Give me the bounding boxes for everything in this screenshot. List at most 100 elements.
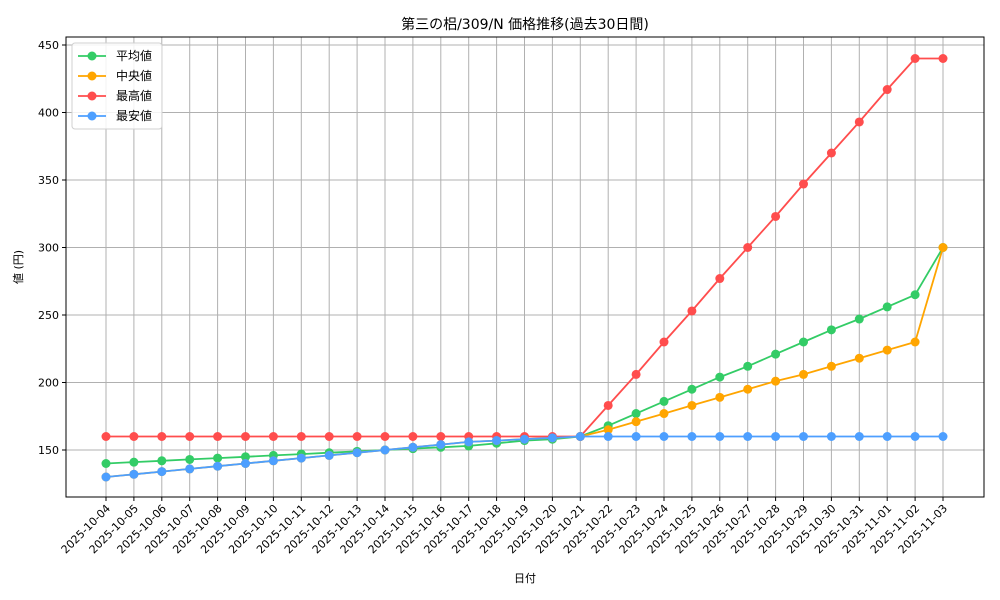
data-point	[799, 179, 808, 189]
data-point	[268, 456, 278, 466]
data-point	[882, 345, 892, 355]
data-point	[631, 409, 641, 419]
data-point	[241, 432, 250, 441]
data-point	[938, 243, 948, 252]
y-tick-label: 150	[38, 444, 59, 457]
data-point	[826, 325, 836, 335]
data-point	[380, 445, 390, 455]
data-point	[213, 453, 223, 463]
data-point	[129, 432, 139, 441]
data-point	[101, 459, 111, 468]
data-point	[938, 54, 948, 63]
data-point	[743, 361, 753, 371]
data-point	[324, 450, 334, 460]
data-point	[882, 432, 892, 441]
y-axis-label: 値 (円)	[12, 250, 25, 284]
data-point	[743, 432, 753, 441]
data-series	[101, 54, 948, 482]
legend-item: 最安値	[78, 108, 152, 123]
data-point	[715, 432, 725, 441]
data-point	[826, 361, 836, 371]
y-axis-ticks: 150 200 250 300 350 400 450	[38, 39, 66, 457]
data-point	[771, 211, 781, 221]
data-point	[659, 337, 669, 347]
data-point	[715, 372, 725, 382]
data-point	[659, 432, 669, 441]
data-point	[715, 274, 725, 284]
data-point	[910, 337, 920, 347]
data-point	[854, 314, 864, 324]
data-point	[268, 432, 278, 441]
data-point	[408, 432, 418, 441]
y-tick-label: 250	[38, 309, 59, 322]
data-point	[213, 432, 223, 441]
y-tick-label: 400	[38, 107, 59, 120]
data-point	[743, 384, 753, 394]
chart-title: 第三の梠/309/N 価格推移(過去30日間)	[401, 16, 649, 33]
data-point	[826, 148, 836, 158]
data-point	[603, 425, 613, 435]
data-point	[631, 369, 641, 379]
data-point	[157, 456, 167, 466]
y-tick-label: 450	[38, 39, 59, 52]
data-point	[408, 442, 418, 452]
data-point	[631, 432, 641, 441]
data-point	[771, 432, 781, 441]
data-point	[129, 469, 139, 479]
legend-box	[71, 42, 163, 130]
data-point	[799, 337, 808, 347]
data-point	[910, 290, 920, 300]
data-point	[185, 454, 195, 464]
data-point	[771, 376, 781, 386]
legend-label: 最安値	[116, 108, 152, 123]
grid-lines	[66, 37, 984, 497]
data-point	[352, 448, 362, 458]
y-tick-label: 350	[38, 174, 59, 187]
data-point	[687, 432, 697, 441]
data-point	[687, 400, 697, 410]
data-point	[799, 369, 808, 379]
legend-label: 最高値	[116, 88, 152, 103]
data-point	[185, 464, 195, 474]
data-point	[492, 436, 502, 446]
data-point	[157, 467, 167, 477]
data-point	[882, 85, 892, 95]
data-point	[436, 432, 446, 441]
x-axis-ticks: 2025-10-042025-10-052025-10-062025-10-07…	[59, 497, 950, 556]
data-point	[436, 440, 446, 450]
data-point	[213, 461, 223, 471]
legend-item: 最高値	[78, 88, 152, 103]
data-point	[826, 432, 836, 441]
data-point	[854, 432, 864, 441]
data-point	[659, 396, 669, 406]
data-point	[603, 432, 613, 441]
data-point	[854, 117, 864, 127]
data-point	[687, 384, 697, 394]
y-tick-label: 300	[38, 242, 59, 255]
x-axis-label: 日付	[514, 572, 536, 585]
y-tick-label: 200	[38, 377, 59, 390]
data-point	[910, 54, 920, 63]
data-point	[324, 432, 334, 441]
data-point	[743, 243, 753, 252]
data-point	[910, 432, 920, 441]
data-point	[771, 349, 781, 359]
data-point	[882, 302, 892, 312]
series-line	[101, 432, 948, 482]
data-point	[101, 472, 111, 482]
data-point	[129, 457, 139, 467]
data-point	[241, 452, 250, 462]
data-point	[352, 432, 362, 441]
data-point	[101, 432, 111, 441]
data-point	[575, 432, 585, 441]
data-point	[380, 432, 390, 441]
data-point	[520, 434, 529, 444]
data-point	[241, 459, 250, 468]
legend-label: 中央値	[116, 68, 152, 83]
legend-item: 中央値	[78, 68, 152, 83]
data-point	[603, 400, 613, 410]
data-point	[157, 432, 167, 441]
legend-item: 平均値	[78, 48, 152, 63]
